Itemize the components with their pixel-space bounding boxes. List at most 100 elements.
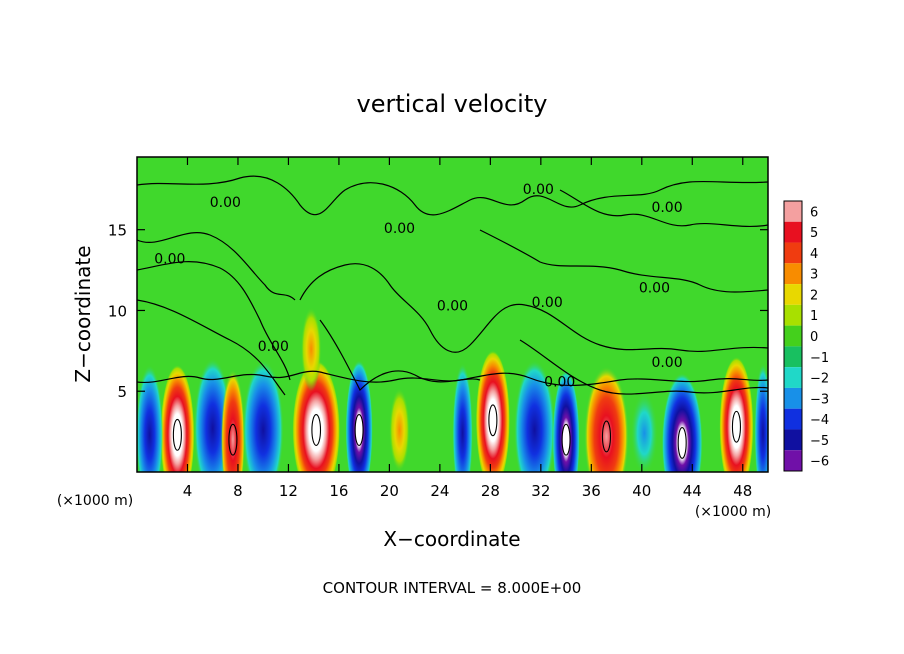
contour-labels: 0.00 0.00 0.00 0.00 0.00 0.00 0.00 0.00 0.00 0.00… <box>154 182 682 390</box>
y-tick-label: 10 <box>108 302 127 320</box>
colorbar: 6 5 4 3 2 1 0 −1 −2 −3 −4 −5 −6 <box>783 200 829 472</box>
x-tick-label: 20 <box>380 482 399 500</box>
chart-title: vertical velocity <box>357 90 548 118</box>
x-tick-label: 24 <box>430 482 449 500</box>
colorbar-label: −3 <box>810 392 829 407</box>
x-unit-right: (×1000 m) <box>695 504 771 520</box>
velocity-cell-updraft <box>389 388 410 472</box>
contour-line <box>299 263 768 353</box>
plot-frame <box>136 156 769 473</box>
cell-core-contour <box>311 414 322 446</box>
x-unit-left: (×1000 m) <box>57 493 133 509</box>
colorbar-label: −5 <box>810 434 829 449</box>
y-tick-label: 15 <box>108 222 127 240</box>
x-tick-label: 40 <box>632 482 651 500</box>
colorbar-label: −1 <box>810 351 829 366</box>
colorbar-label: 2 <box>810 288 818 303</box>
colorbar-label: −6 <box>810 455 829 470</box>
contour-value-label: 0.00 <box>437 298 468 314</box>
cell-core-contour <box>601 420 612 453</box>
velocity-cell-updraft <box>292 360 341 472</box>
contour-line <box>137 232 296 301</box>
x-tick-label: 44 <box>683 482 702 500</box>
contour-value-label: 0.00 <box>544 374 575 390</box>
velocity-cell-downdraft <box>345 360 373 472</box>
contour-value-label: 0.00 <box>523 182 554 198</box>
cell-core-contour <box>172 418 182 451</box>
velocity-cell-downdraft <box>661 372 703 472</box>
velocity-cell-updraft <box>160 364 195 472</box>
x-tick-label: 32 <box>531 482 550 500</box>
colorbar-label: 1 <box>810 309 818 324</box>
x-tick-label: 12 <box>279 482 298 500</box>
colorbar-swatch <box>784 304 802 326</box>
colorbar-swatch <box>784 221 802 243</box>
x-axis-label: X−coordinate <box>383 527 520 551</box>
colorbar-label: 6 <box>810 205 818 220</box>
contour-line <box>479 229 768 293</box>
velocity-cell-updraft <box>719 356 754 472</box>
cell-core-contour <box>731 410 742 443</box>
zero-contour-lines <box>137 175 768 396</box>
cell-core-contour <box>228 423 238 456</box>
x-tick-label: 36 <box>582 482 601 500</box>
contour-value-label: 0.00 <box>154 252 185 268</box>
contour-line <box>137 370 768 386</box>
y-tick-label: 5 <box>117 383 127 401</box>
colorbar-label: −4 <box>810 413 829 428</box>
cell-core-contour <box>677 426 687 459</box>
colorbar-label: 4 <box>810 247 818 262</box>
colorbar-label: 3 <box>810 268 818 283</box>
velocity-cell-downdraft <box>242 360 284 472</box>
colorbar-swatch <box>784 367 802 388</box>
velocity-cells <box>137 307 768 472</box>
colorbar-label: −2 <box>810 372 829 387</box>
colorbar-swatch <box>784 242 802 264</box>
velocity-cell-updraft <box>584 366 629 472</box>
x-tick-label: 28 <box>481 482 500 500</box>
colorbar-swatch <box>784 325 802 347</box>
cell-core-contour <box>561 423 571 456</box>
x-tick-label: 4 <box>183 482 193 500</box>
cell-core-contour <box>354 414 364 446</box>
colorbar-swatch <box>784 408 802 430</box>
contour-value-label: 0.00 <box>258 339 289 355</box>
velocity-cell-downdraft <box>630 391 658 472</box>
contour-value-label: 0.00 <box>210 195 241 211</box>
colorbar-frame <box>783 200 803 472</box>
contour-line <box>519 339 768 395</box>
contour-value-label: 0.00 <box>651 355 682 371</box>
velocity-cell-updraft <box>300 307 322 392</box>
velocity-cell-updraft <box>475 350 510 472</box>
colorbar-swatch <box>784 429 802 451</box>
velocity-cell-updraft <box>220 369 245 472</box>
velocity-cell-downdraft <box>552 369 580 472</box>
contour-line <box>137 175 768 216</box>
contour-value-label: 0.00 <box>651 200 682 216</box>
contour-line <box>137 261 291 381</box>
velocity-cell-downdraft <box>514 360 555 472</box>
colorbar-swatch <box>784 201 802 222</box>
x-tick-label: 48 <box>733 482 752 500</box>
contour-value-label: 0.00 <box>532 295 563 311</box>
x-axis: 4 8 12 16 20 24 28 32 36 40 44 48 <box>183 157 752 500</box>
colorbar-swatch <box>784 450 802 471</box>
colorbar-swatch <box>784 387 802 409</box>
colorbar-swatch <box>784 284 802 305</box>
cell-core-contour <box>488 404 498 437</box>
footer-note: CONTOUR INTERVAL = 8.000E+00 <box>323 579 582 597</box>
contour-line <box>137 299 286 396</box>
colorbar-label: 5 <box>810 226 818 241</box>
y-axis: 5 10 15 <box>108 222 768 401</box>
y-axis-label: Z−coordinate <box>71 245 95 382</box>
velocity-cell-downdraft <box>137 364 164 472</box>
colorbar-label: 0 <box>810 330 818 345</box>
velocity-cell-downdraft <box>452 363 473 472</box>
velocity-cell-downdraft <box>754 363 768 472</box>
x-tick-label: 16 <box>329 482 348 500</box>
contour-value-label: 0.00 <box>639 281 670 297</box>
contour-line <box>559 189 768 228</box>
x-tick-label: 8 <box>233 482 243 500</box>
contour-value-label: 0.00 <box>384 221 415 237</box>
